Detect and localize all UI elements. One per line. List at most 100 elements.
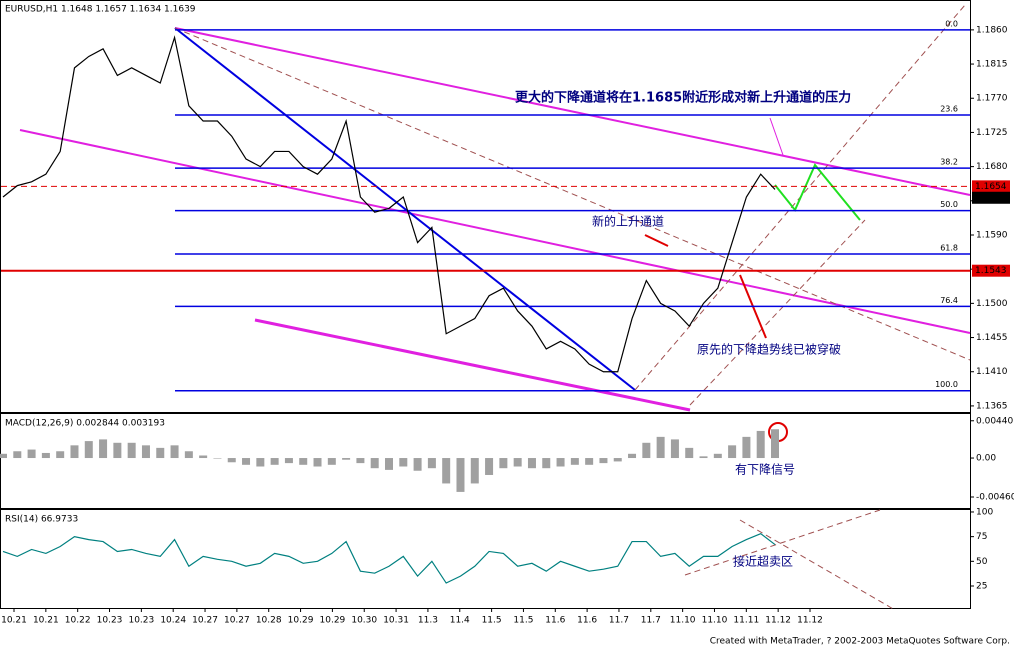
bar — [599, 458, 608, 464]
y-tick-label: -0.00460 — [976, 492, 1014, 502]
pointer — [769, 117, 784, 156]
bar — [542, 458, 551, 469]
annotation: 有下降信号 — [735, 463, 795, 477]
x-tick-label: 11.10 — [670, 616, 696, 626]
up-channel-lower — [689, 219, 866, 406]
y-tick-label: 50 — [976, 557, 988, 567]
bar — [56, 451, 65, 459]
series-line — [2, 35, 776, 373]
bar — [499, 458, 508, 469]
channel-upper — [174, 27, 971, 196]
bar — [556, 458, 565, 467]
y-tick-label: 1.1860 — [976, 25, 1008, 35]
x-tick-label: 11.7 — [641, 616, 661, 626]
bar — [0, 453, 7, 459]
bar — [127, 442, 136, 459]
bar — [456, 458, 465, 492]
bar — [213, 458, 222, 459]
bar — [170, 445, 179, 459]
x-tick-label: 11.7 — [609, 616, 629, 626]
x-tick-label: 10.21 — [33, 616, 59, 626]
fib-label: 23.6 — [940, 104, 958, 113]
bar — [485, 458, 494, 475]
y-tick-label: 1.1815 — [976, 60, 1008, 70]
x-tick-label: 10.21 — [1, 616, 27, 626]
annotation: 接近超卖区 — [733, 554, 793, 569]
fib-label: 61.8 — [940, 243, 958, 252]
bar — [685, 447, 694, 459]
y-tick-label: 1.1365 — [976, 401, 1008, 411]
bar — [84, 441, 93, 459]
bar — [99, 439, 108, 459]
bar — [342, 458, 351, 460]
x-tick-label: 11.11 — [733, 616, 759, 626]
bar — [41, 452, 50, 459]
y-tick-label: 0.00440 — [976, 416, 1013, 426]
bar — [427, 458, 436, 469]
bar — [413, 458, 422, 471]
bar — [570, 458, 579, 465]
y-tick-label: 100 — [976, 507, 993, 517]
bar — [70, 445, 79, 459]
x-tick-label: 11.6 — [577, 616, 597, 626]
fib-label: 50.0 — [940, 200, 958, 209]
x-tick-label: 10.24 — [160, 616, 186, 626]
price-box — [972, 264, 1010, 277]
x-tick-label: 11.5 — [482, 616, 502, 626]
bar — [628, 453, 637, 459]
y-tick-label: 1.1410 — [976, 367, 1008, 377]
bar — [442, 458, 451, 484]
x-tick-label: 11.6 — [545, 616, 565, 626]
annotation: 原先的下降趋势线已被穿破 — [697, 342, 841, 357]
x-tick-label: 11.4 — [450, 616, 470, 626]
red-arrow — [644, 234, 669, 247]
y-tick-label: 25 — [976, 581, 987, 591]
price-box — [972, 180, 1010, 193]
bar — [270, 458, 279, 465]
forecast-arrow — [774, 163, 861, 221]
bar — [470, 458, 479, 484]
bar — [399, 458, 408, 467]
x-tick-label: 11.12 — [797, 616, 823, 626]
bar — [299, 458, 308, 465]
bar — [699, 456, 708, 459]
bar — [728, 445, 737, 459]
bar — [771, 429, 779, 459]
price-title: EURUSD,H1 1.1648 1.1657 1.1634 1.1639 — [5, 5, 196, 15]
bar — [642, 442, 651, 459]
price-pane — [0, 0, 971, 413]
bar — [756, 430, 765, 459]
bar — [656, 436, 665, 459]
footer: Created with MetaTrader, ? 2002-2003 Met… — [710, 637, 1010, 647]
channel-middle — [19, 129, 971, 334]
x-tick-label: 10.23 — [128, 616, 154, 626]
channel-lower — [254, 318, 691, 412]
bar — [356, 458, 365, 464]
bar — [199, 455, 208, 459]
bar — [513, 458, 522, 467]
bar — [156, 447, 165, 459]
x-tick-label: 10.29 — [288, 616, 314, 626]
bar — [385, 458, 393, 470]
y-tick-label: 1.1725 — [976, 128, 1008, 138]
bar — [184, 451, 193, 459]
x-tick-label: 11.10 — [702, 616, 728, 626]
x-tick-label: 10.30 — [351, 616, 377, 626]
bar — [670, 439, 679, 459]
bar — [227, 458, 236, 463]
fib-label: 100.0 — [935, 380, 958, 389]
bar — [713, 453, 722, 459]
annotation: 新的上升通道 — [592, 214, 664, 229]
x-tick-label: 11.5 — [513, 616, 533, 626]
bar — [370, 458, 379, 469]
y-tick-label: 1.1500 — [976, 299, 1008, 309]
x-tick-label: 11.12 — [765, 616, 791, 626]
dashed-line — [174, 27, 971, 361]
bar — [256, 458, 265, 467]
bar — [527, 458, 536, 469]
bar — [113, 442, 122, 459]
bar — [313, 458, 322, 467]
annotation: 更大的下降通道将在1.1685附近形成对新上升通道的压力 — [515, 90, 851, 106]
bar — [27, 449, 36, 459]
x-tick-label: 10.31 — [383, 616, 409, 626]
